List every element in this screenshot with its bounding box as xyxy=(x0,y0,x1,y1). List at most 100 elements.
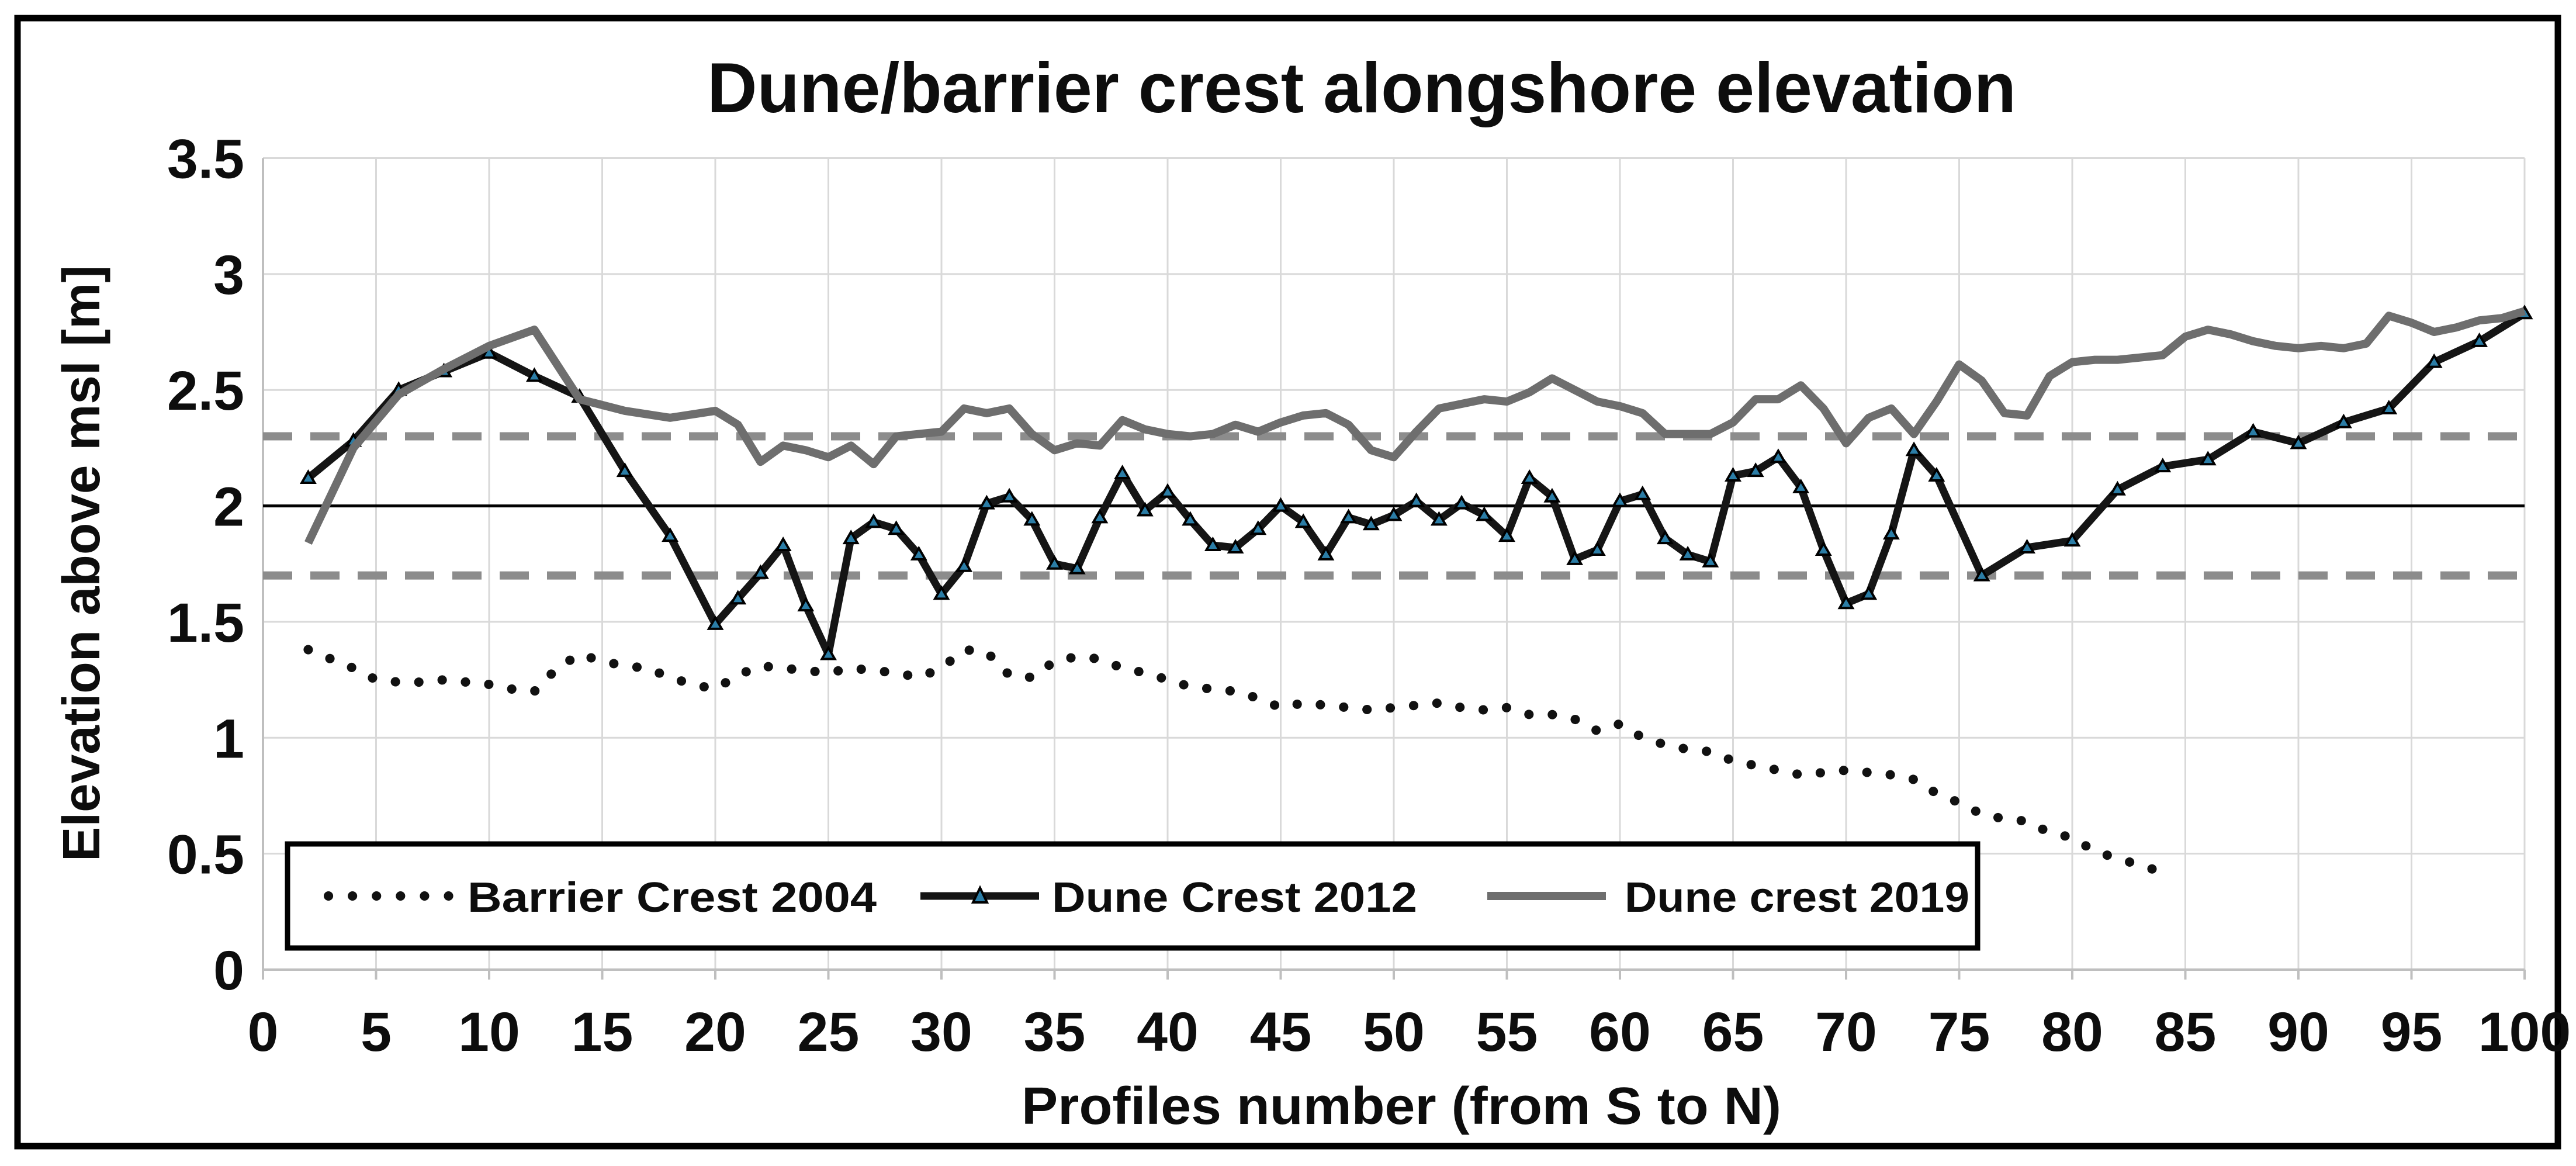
x-tick-label: 40 xyxy=(1137,1001,1199,1063)
triangle-marker xyxy=(1566,550,1584,565)
triangle-marker xyxy=(797,597,815,612)
triangle-marker xyxy=(1453,494,1470,510)
triangle-marker xyxy=(1588,541,1606,556)
x-tick-label: 45 xyxy=(1250,1001,1312,1063)
triangle-marker xyxy=(662,527,679,542)
legend-sample-triangle-marker xyxy=(971,885,989,904)
chart-title: Dune/barrier crest alongshore elevation xyxy=(707,48,2016,127)
triangle-marker xyxy=(1068,559,1086,575)
x-tick-label: 15 xyxy=(572,1001,633,1063)
x-tick-label: 35 xyxy=(1024,1001,1086,1063)
x-tick-label: 55 xyxy=(1476,1001,1538,1063)
triangle-marker xyxy=(933,585,950,600)
triangle-marker xyxy=(1634,485,1651,500)
x-tick-label: 5 xyxy=(361,1001,392,1063)
y-tick-label: 2.5 xyxy=(167,360,244,422)
triangle-marker xyxy=(1385,506,1403,521)
y-tick-label: 0.5 xyxy=(167,824,244,886)
triangle-marker xyxy=(1498,527,1515,542)
barrier-crest-2004-line xyxy=(303,645,2168,877)
triangle-marker xyxy=(1023,511,1041,526)
triangle-marker xyxy=(1362,515,1380,531)
triangle-marker xyxy=(1159,483,1176,498)
legend-label-2019: Dune crest 2019 xyxy=(1625,874,1969,921)
triangle-marker xyxy=(1725,467,1741,482)
triangle-marker xyxy=(865,513,882,528)
triangle-marker xyxy=(1543,487,1561,503)
triangle-marker xyxy=(2199,451,2217,466)
triangle-marker xyxy=(2335,413,2352,428)
triangle-marker xyxy=(888,520,905,535)
axis-lines xyxy=(262,158,2526,980)
x-tick-label: 25 xyxy=(798,1001,860,1063)
triangle-marker xyxy=(525,367,543,382)
triangle-marker xyxy=(1679,545,1696,560)
triangle-marker xyxy=(1340,508,1358,524)
triangle-marker xyxy=(1521,469,1538,484)
y-tick-label: 0 xyxy=(213,940,244,1002)
triangle-marker xyxy=(1294,513,1312,528)
series-dune-crest-2019 xyxy=(304,307,2526,545)
x-tick-label: 85 xyxy=(2155,1001,2217,1063)
triangle-marker xyxy=(1928,467,1945,482)
x-tick-label: 70 xyxy=(1815,1001,1877,1063)
legend-box xyxy=(285,841,1981,951)
legend-label-2004: Barrier Crest 2004 xyxy=(468,874,877,921)
y-axis-title: Elevation above msl [m] xyxy=(53,265,111,861)
x-tick-label: 65 xyxy=(1702,1001,1764,1063)
triangle-marker xyxy=(2108,480,2126,496)
x-tick-label: 20 xyxy=(684,1001,746,1063)
triangle-marker xyxy=(842,530,860,545)
triangle-marker xyxy=(1702,552,1719,568)
dune-crest-2012-line xyxy=(306,310,2527,658)
legend-label-2012: Dune Crest 2012 xyxy=(1052,874,1417,921)
dune-crest-2019-line xyxy=(304,307,2526,545)
y-tick-label: 3.5 xyxy=(167,129,244,191)
x-tick-label: 0 xyxy=(248,1001,279,1063)
triangle-marker xyxy=(2471,332,2488,347)
triangle-marker xyxy=(1317,545,1335,560)
triangle-marker xyxy=(1227,538,1244,553)
x-tick-label: 30 xyxy=(910,1001,972,1063)
x-tick-label: 10 xyxy=(458,1001,520,1063)
x-tick-label: 80 xyxy=(2041,1001,2103,1063)
triangle-marker xyxy=(752,564,769,579)
x-tick-label: 100 xyxy=(2478,1001,2571,1063)
triangle-marker xyxy=(978,494,995,510)
triangle-marker xyxy=(2154,458,2172,473)
triangle-marker xyxy=(2290,434,2307,449)
triangle-marker xyxy=(1136,501,1154,517)
triangle-marker xyxy=(1182,511,1199,526)
triangle-marker xyxy=(299,469,317,484)
triangle-marker xyxy=(820,645,837,660)
triangle-marker xyxy=(616,462,633,478)
triangle-marker xyxy=(1973,566,1990,582)
triangle-marker xyxy=(1815,541,1832,556)
triangle-marker xyxy=(1656,530,1674,545)
triangle-marker xyxy=(1091,508,1109,524)
x-axis-title: Profiles number (from S to N) xyxy=(1022,1077,1781,1136)
triangle-marker xyxy=(1000,487,1018,503)
triangle-marker xyxy=(1249,520,1267,535)
series-barrier-crest-2004 xyxy=(303,645,2168,877)
triangle-marker xyxy=(1114,465,1131,480)
triangle-marker xyxy=(707,615,724,630)
triangle-marker xyxy=(2425,353,2443,368)
y-tick-label: 3 xyxy=(213,244,244,306)
triangle-marker xyxy=(1430,511,1448,526)
reference-lines xyxy=(263,432,2525,580)
triangle-marker xyxy=(1905,441,1923,456)
triangle-marker xyxy=(1046,555,1063,570)
triangle-marker xyxy=(2380,399,2398,414)
series-dune-crest-2012 xyxy=(299,305,2533,660)
x-axis-tick-labels: 0 5 10 15 20 25 30 35 40 45 50 55 60 65 70 75 80 85 90 95 10… xyxy=(248,1001,2571,1063)
triangle-marker xyxy=(1882,525,1900,540)
triangle-marker xyxy=(2018,538,2036,553)
triangle-marker xyxy=(1770,448,1787,463)
triangle-marker xyxy=(955,557,973,572)
triangle-marker xyxy=(910,545,927,560)
triangle-marker xyxy=(2063,532,2081,547)
triangle-marker xyxy=(1476,506,1493,521)
y-tick-label: 2 xyxy=(213,476,244,538)
